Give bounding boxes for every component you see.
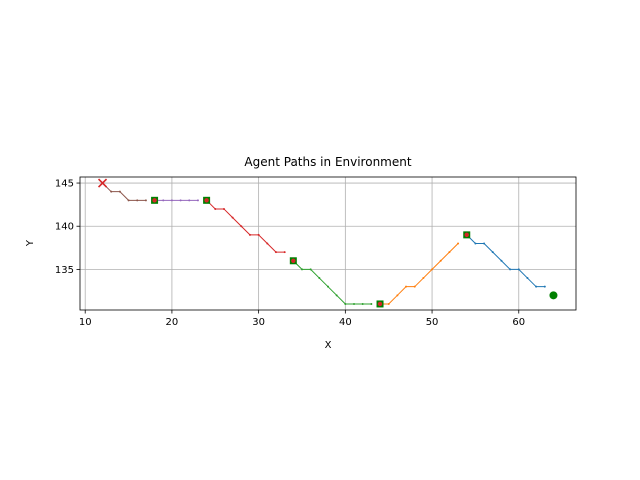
path-point (439, 259, 442, 262)
path-point (179, 199, 182, 202)
path-point (318, 277, 321, 280)
path-point (535, 285, 538, 288)
series-group (101, 182, 546, 305)
path-point (483, 242, 486, 245)
plot-frame (79, 176, 577, 311)
path-point (474, 242, 477, 245)
path-point (127, 199, 130, 202)
grid (80, 177, 576, 310)
y-tick-label: 135 (55, 265, 74, 276)
path-point (448, 251, 451, 254)
path-point (526, 277, 529, 280)
path-point (110, 190, 113, 193)
path-point (231, 216, 234, 219)
path-point (353, 302, 356, 305)
agent-path-2 (380, 243, 459, 305)
path-point (257, 233, 260, 236)
path-point (396, 294, 399, 297)
path-point (222, 207, 225, 210)
chart-title: Agent Paths in Environment (244, 155, 411, 169)
path-point (188, 199, 191, 202)
path-point (283, 251, 286, 254)
path-point (457, 242, 460, 245)
x-tick-label: 50 (426, 317, 439, 328)
waypoint-dot (464, 232, 469, 238)
path-point (413, 285, 416, 288)
x-tick-label: 10 (79, 317, 92, 328)
path-point (500, 259, 503, 262)
start-marker (549, 291, 558, 300)
agent-path-6 (102, 182, 146, 201)
x-axis-label: X (325, 340, 332, 351)
x-tick-label: 20 (166, 317, 179, 328)
path-point (266, 242, 269, 245)
axis-ticks: 10 20 30 40 50 60 135 140 145 (55, 179, 525, 328)
path-point (196, 199, 199, 202)
agent-path-3 (292, 260, 372, 305)
path-point (335, 294, 338, 297)
goal-marker (97, 178, 108, 188)
path-point (309, 268, 312, 271)
y-axis-label: Y (25, 239, 36, 247)
path-point (387, 302, 390, 305)
path-point (144, 199, 147, 202)
path-point (248, 233, 251, 236)
waypoint-dot (152, 198, 157, 203)
path-point (170, 199, 173, 202)
y-tick-label: 145 (55, 179, 74, 190)
waypoint-dot (291, 258, 296, 263)
path-point (214, 207, 217, 210)
path-point (361, 302, 364, 305)
path-point (509, 268, 512, 271)
goal-marker-stroke (97, 178, 108, 188)
path-point (274, 251, 277, 254)
marker-group (97, 178, 558, 308)
path-point (136, 199, 139, 202)
x-tick-label: 40 (339, 317, 352, 328)
path-point (517, 268, 520, 271)
path-point (300, 268, 303, 271)
path-point (327, 285, 329, 288)
x-tick-label: 60 (512, 317, 525, 328)
path-point (431, 268, 434, 271)
x-tick-label: 30 (252, 317, 265, 328)
path-point (344, 302, 347, 305)
path-point (118, 190, 121, 193)
path-point (162, 199, 165, 202)
waypoint-dot (204, 198, 209, 203)
path-point (543, 285, 546, 288)
path-point (370, 302, 373, 305)
waypoint-dot (377, 301, 383, 307)
agent-path-1 (466, 234, 545, 288)
path-point (491, 251, 494, 254)
path-point (405, 285, 408, 288)
y-tick-label: 140 (55, 222, 74, 233)
agent-path-4 (206, 199, 285, 253)
path-point (422, 277, 425, 280)
path-point (240, 225, 243, 228)
